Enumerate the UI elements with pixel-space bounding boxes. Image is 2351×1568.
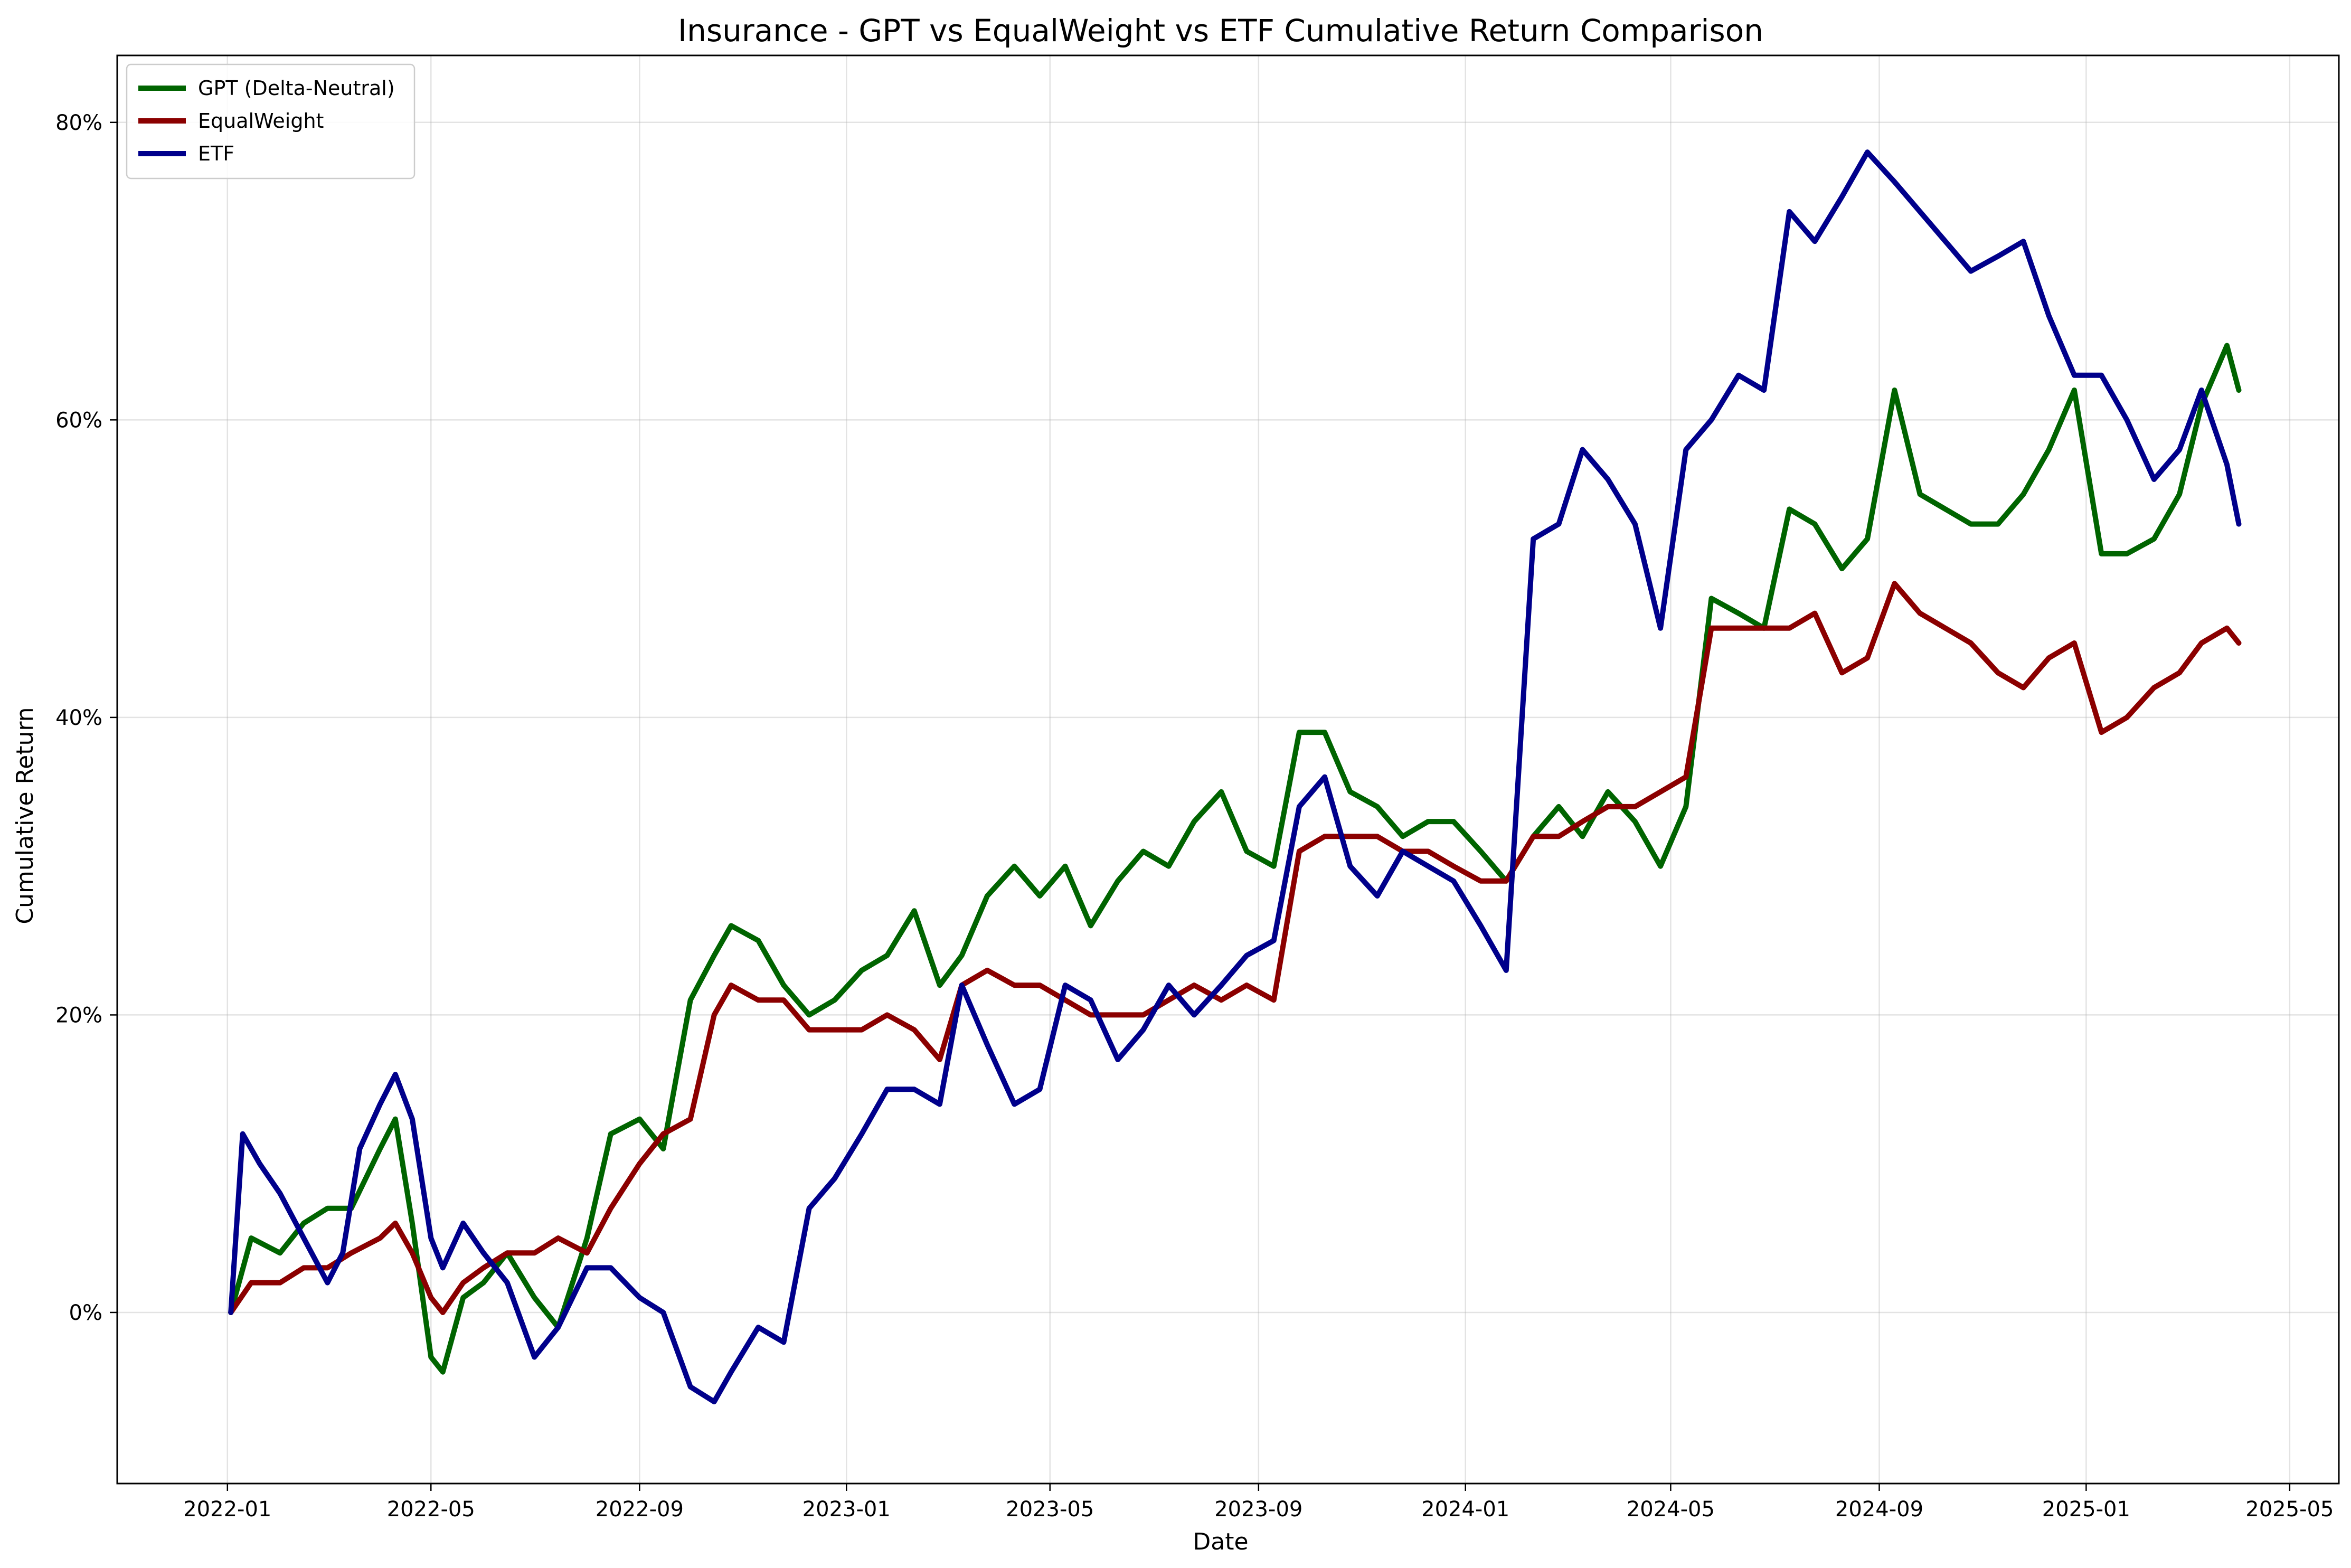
x-tick-label: 2024-05 (1627, 1497, 1715, 1522)
legend-label: EqualWeight (198, 109, 324, 133)
y-axis-label: Cumulative Return (12, 707, 39, 924)
y-axis-ticks: 0% 20% 40% 60% 80% (55, 111, 117, 1325)
x-tick-label: 2022-05 (387, 1497, 475, 1522)
legend-box (126, 63, 416, 180)
y-tick-label: 80% (55, 111, 102, 135)
series-lines (228, 149, 2242, 1404)
legend-label: ETF (198, 142, 234, 165)
y-tick-label: 40% (55, 706, 102, 730)
legend-label: GPT (Delta-Neutral) (198, 77, 395, 100)
y-tick-label: 60% (55, 408, 102, 432)
series-line-1 (228, 581, 2242, 1315)
x-tick-label: 2025-05 (2245, 1497, 2334, 1522)
y-tick-label: 20% (55, 1003, 102, 1027)
x-tick-label: 2022-01 (183, 1497, 271, 1522)
series-line-2 (228, 149, 2242, 1404)
x-tick-label: 2023-09 (1214, 1497, 1302, 1522)
x-axis-label: Date (1193, 1528, 1248, 1555)
x-tick-label: 2024-09 (1835, 1497, 1923, 1522)
grid (117, 55, 2339, 1484)
x-tick-label: 2022-09 (596, 1497, 684, 1522)
x-tick-label: 2025-01 (2042, 1497, 2130, 1522)
x-tick-label: 2023-05 (1006, 1497, 1094, 1522)
chart-title: Insurance - GPT vs EqualWeight vs ETF Cu… (678, 13, 1763, 49)
x-tick-label: 2024-01 (1421, 1497, 1509, 1522)
x-axis-ticks: 2022-01 2022-05 2022-09 2023-01 2023-05 2023-… (183, 1484, 2334, 1522)
series-line-0 (228, 343, 2242, 1375)
legend: GPT (Delta-Neutral) EqualWeight ETF (126, 63, 416, 180)
y-tick-label: 0% (69, 1301, 102, 1325)
plot-frame (116, 54, 2340, 1485)
x-tick-label: 2023-01 (802, 1497, 891, 1522)
